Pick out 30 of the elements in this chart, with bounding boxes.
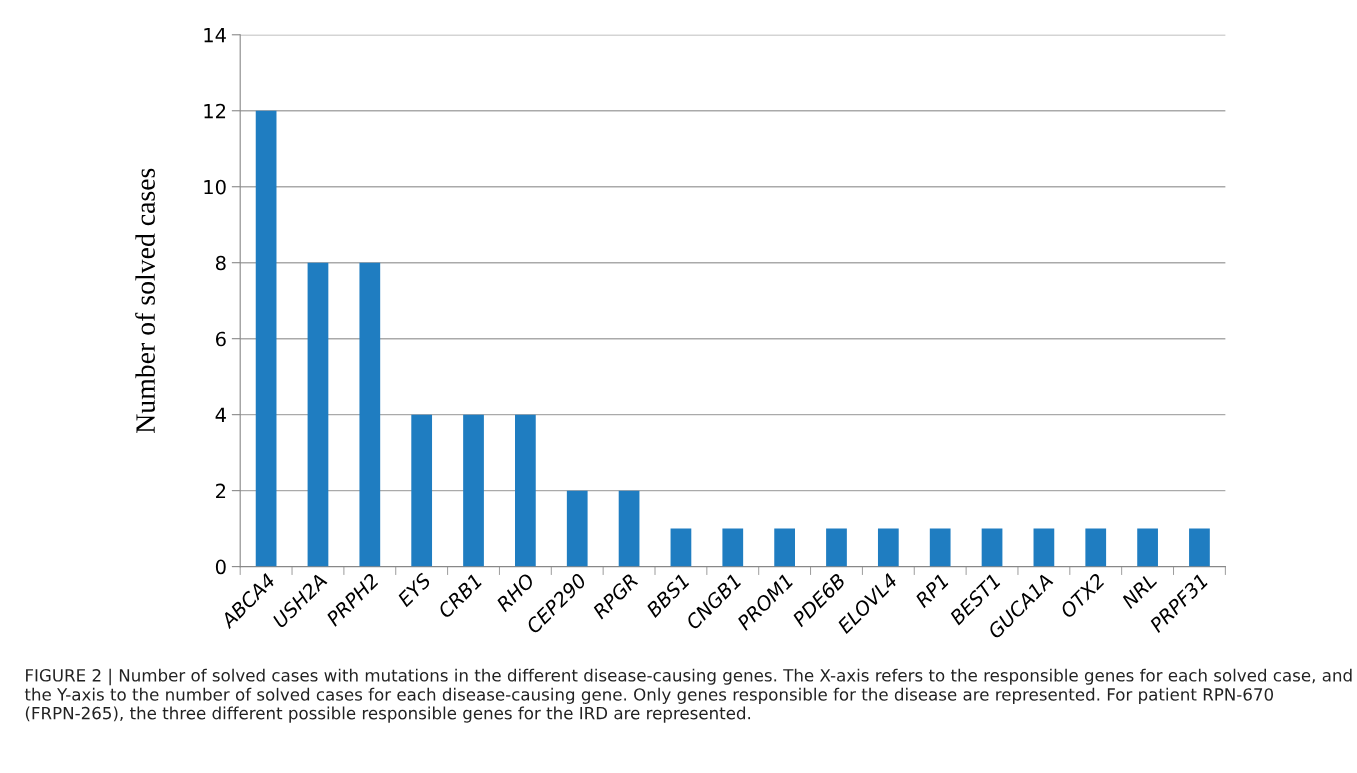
bar (722, 528, 744, 567)
bar (618, 490, 640, 567)
bar (411, 414, 433, 567)
y-tick-label: 8 (215, 255, 226, 271)
bar (774, 528, 795, 567)
bar (670, 528, 692, 567)
y-tick-label: 12 (204, 103, 226, 119)
bar (566, 490, 588, 567)
bar (359, 262, 381, 567)
y-tick-label: 2 (216, 483, 226, 499)
bar (463, 414, 484, 567)
caption: FIGURE 2 | Number of solved cases with mutations in the different disease-causing genes. The X-axis refers to the responsible genes for each solved case, and the Y-axis to the number of solved cases for each disease-causing gene. Only genes responsible for the disease are represented. For patient RPN-670 (FRPN-265), the three different possible responsible genes for the IRD are represented. (24, 668, 1352, 723)
bar (1033, 528, 1055, 567)
bar (1085, 528, 1107, 567)
bar (826, 528, 847, 567)
y-tick-label: 0 (215, 559, 226, 575)
bar (929, 528, 951, 567)
bar (1189, 528, 1210, 567)
bar (1137, 528, 1158, 567)
bar (981, 528, 1003, 567)
bar (255, 110, 277, 567)
x-tick-label: RP1 (914, 573, 949, 609)
y-tick-label: 10 (204, 179, 226, 195)
y-axis-title: Number of solved cases (135, 168, 155, 433)
y-tick-label: 4 (215, 407, 226, 423)
bar (877, 528, 899, 567)
bar (307, 262, 329, 567)
bar (515, 414, 536, 567)
y-tick-label: 14 (204, 28, 226, 43)
y-tick-label: 6 (215, 331, 226, 347)
